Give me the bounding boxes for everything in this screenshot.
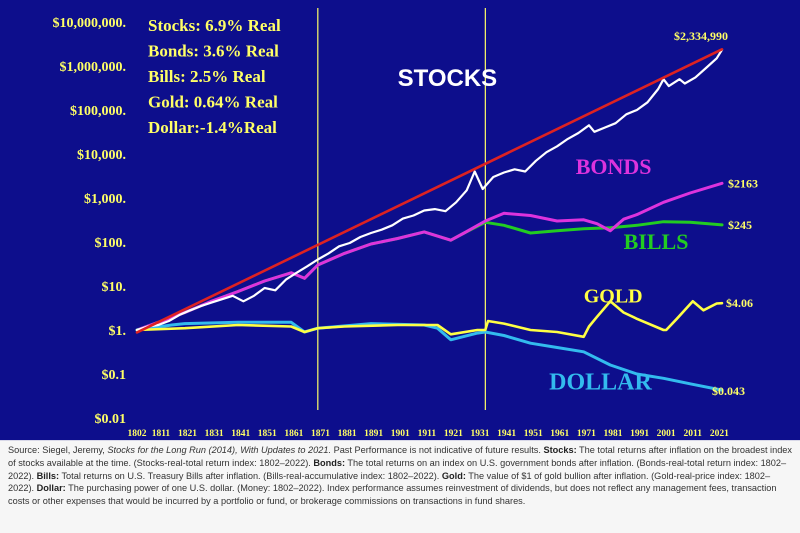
dollar-series-name-label: DOLLAR [549,369,652,395]
x-tick-label: 1921 [444,429,463,439]
legend-return-line: Gold: 0.64% Real [148,93,278,112]
x-tick-label: 1861 [284,429,303,439]
x-tick-label: 1841 [231,429,250,439]
gold-definition: The value of $1 of gold bullion after in… [8,470,771,494]
bonds-end-value-label: $2163 [728,176,758,190]
dollar-series-line [135,320,724,392]
source-footnote: Source: Siegel, Jeremy, Stocks for the L… [8,444,792,508]
bills-end-value-label: $245 [728,218,752,232]
y-tick-label: $1,000. [84,192,126,207]
y-tick-label: $1,000,000. [60,60,127,75]
gold-series-line [135,300,724,339]
y-tick-label: $0.1 [102,368,127,383]
bills-definition: Total returns on U.S. Treasury Bills aft… [59,470,442,481]
x-tick-label: 1991 [630,429,649,439]
x-tick-label: 1802 [128,429,147,439]
dollar-end-value-label: $0.043 [712,384,745,398]
trend-series-line [135,48,724,334]
y-tick-label: $100,000. [70,104,126,119]
gold-series-name-label: GOLD [584,286,643,308]
stocks-series-line [135,48,724,332]
bonds-term: Bonds: [313,457,346,468]
y-tick-label: $0.01 [95,412,127,427]
y-tick-label: $10,000,000. [53,16,127,31]
legend-return-line: Bonds: 3.6% Real [148,42,279,61]
x-tick-label: 2021 [710,429,729,439]
x-tick-label: 1821 [178,429,197,439]
x-tick-label: 1871 [311,429,330,439]
chart-panel: $10,000,000. $1,000,000. $100,000. $10,000.… [0,0,800,441]
source-prefix: Source: Siegel, Jeremy, [8,445,108,455]
x-tick-label: 2001 [657,429,676,439]
x-tick-label: 1901 [391,429,410,439]
y-tick-label: $10. [102,280,127,295]
stocks-end-value-label: $2,334,990 [674,29,728,43]
gold-end-value-label: $4.06 [726,296,753,310]
x-tick-label: 2011 [684,429,703,439]
y-tick-label: $100. [95,236,127,251]
x-tick-label: 1961 [550,429,569,439]
y-tick-label: $1. [109,324,127,339]
legend-return-line: Bills: 2.5% Real [148,67,266,86]
gold-term: Gold: [441,470,466,481]
dollar-definition: The purchasing power of one U.S. dollar.… [8,483,777,507]
stocks-term: Stocks: [543,445,577,455]
x-tick-label: 1831 [205,429,224,439]
stocks-definition: The total returns after inflation on the… [8,445,793,468]
x-tick-label: 1951 [524,429,543,439]
bonds-definition: The total returns on an index on U.S. go… [8,457,787,481]
growth-of-dollar-chart: $10,000,000. $1,000,000. $100,000. $10,000.… [53,8,758,439]
stocks-series-name-label: STOCKS [398,65,498,92]
x-tick-label: 1981 [603,429,622,439]
bonds-series-line [135,181,724,332]
x-tick-label: 1931 [471,429,490,439]
x-tick-label: 1851 [258,429,277,439]
legend-return-line: Stocks: 6.9% Real [148,16,281,35]
x-tick-label: 1971 [577,429,596,439]
bonds-series-name-label: BONDS [576,154,652,179]
bills-series-name-label: BILLS [624,229,689,254]
x-tick-label: 1881 [338,429,357,439]
bills-term: Bills: [36,470,60,481]
legend-return-line: Dollar:-1.4%Real [148,118,277,137]
y-tick-label: $10,000. [77,148,126,163]
dollar-term: Dollar: [36,483,66,494]
past-performance-note: Past Performance is not indicative of fu… [331,445,544,455]
x-tick-label: 1941 [497,429,516,439]
x-tick-label: 1891 [364,429,383,439]
x-tick-label: 1911 [418,429,437,439]
x-tick-label: 1811 [152,429,171,439]
book-title: Stocks for the Long Run (2014), With Upd… [107,445,332,455]
